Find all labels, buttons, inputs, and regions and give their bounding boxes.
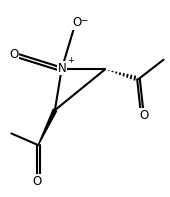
Text: −: − xyxy=(80,15,88,24)
Text: O: O xyxy=(73,16,82,29)
Polygon shape xyxy=(38,109,56,145)
Text: +: + xyxy=(67,56,74,65)
Text: O: O xyxy=(9,48,19,61)
Text: N: N xyxy=(58,62,67,75)
Text: O: O xyxy=(139,109,148,122)
Text: O: O xyxy=(32,175,41,188)
